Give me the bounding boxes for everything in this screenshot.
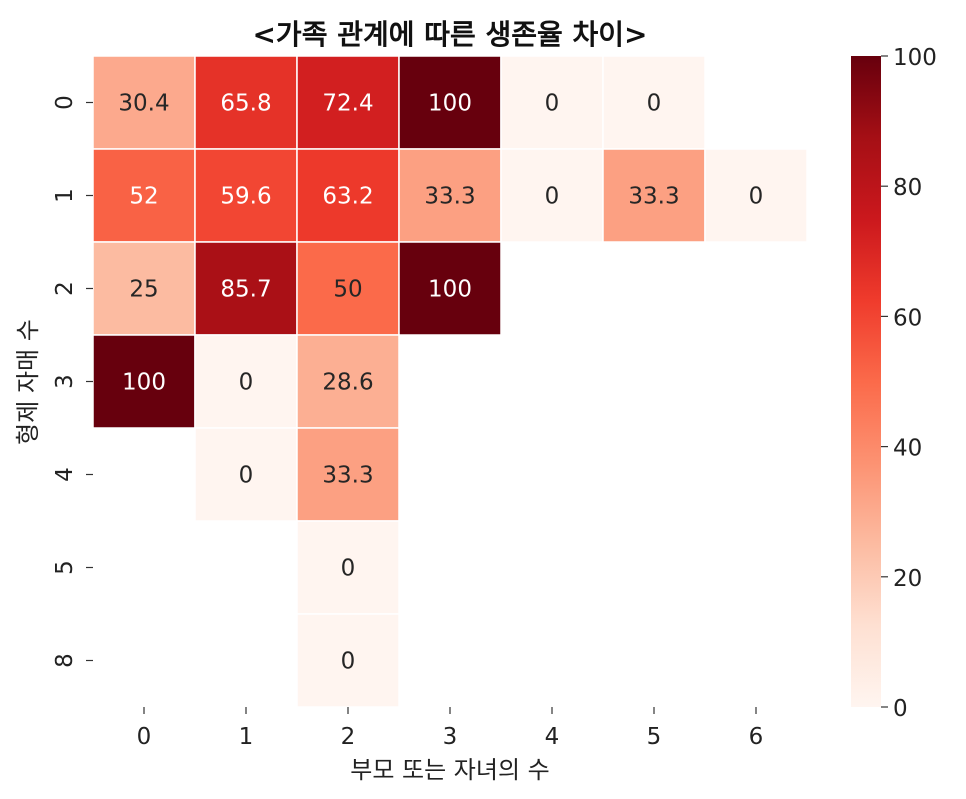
heatmap-cell-r5-c2 <box>296 520 400 615</box>
heatmap-cell-r8-c2 <box>296 613 400 708</box>
y-tick-label: 0 <box>52 95 78 110</box>
heatmap-cell-r0-c2 <box>296 55 400 150</box>
x-axis-label: 부모 또는 자녀의 수 <box>350 756 550 784</box>
chart-title: <가족 관계에 따른 생존율 차이> <box>252 18 647 51</box>
cell-value-label: 25 <box>129 277 158 303</box>
x-axis-ticks: 0 1 2 3 4 5 6 <box>137 707 764 750</box>
cell-value-label: 0 <box>545 184 560 210</box>
cell-value-label: 0 <box>239 463 254 489</box>
x-tick-label: 6 <box>749 724 764 750</box>
x-tick-label: 0 <box>137 724 152 750</box>
cell-value-label: 72.4 <box>322 91 373 117</box>
cell-value-label: 65.8 <box>220 91 271 117</box>
x-tick-label: 2 <box>341 724 356 750</box>
y-tick-label: 2 <box>52 281 78 296</box>
cell-value-label: 50 <box>333 277 362 303</box>
colorbar-tick-label: 20 <box>893 566 922 592</box>
heatmap-cell-r1-c6 <box>704 148 808 243</box>
y-axis-label: 형제 자매 수 <box>14 319 42 445</box>
colorbar-tick-label: 0 <box>893 696 908 722</box>
heatmap-cells: 30.4 65.8 72.4 100 0 0 52 59.6 63.2 33.3 0 33.3 0 25 8… <box>92 55 808 708</box>
x-tick-label: 1 <box>239 724 254 750</box>
cell-value-label: 0 <box>647 91 662 117</box>
heatmap-cell-r3-c1 <box>194 334 298 429</box>
cell-value-label: 28.6 <box>322 370 373 396</box>
cell-value-label: 0 <box>749 184 764 210</box>
cell-value-label: 0 <box>341 556 356 582</box>
y-tick-label: 1 <box>52 188 78 203</box>
cell-value-label: 100 <box>122 370 166 396</box>
cell-value-label: 0 <box>545 91 560 117</box>
heatmap-cell-r1-c5 <box>602 148 706 243</box>
cell-value-label: 0 <box>239 370 254 396</box>
y-tick-label: 5 <box>52 560 78 575</box>
cell-value-label: 63.2 <box>322 184 373 210</box>
y-axis-ticks: 0 1 2 3 4 5 8 <box>52 95 93 668</box>
heatmap-cell-r0-c1 <box>194 55 298 150</box>
cell-value-label: 33.3 <box>628 184 679 210</box>
heatmap-cell-r2-c2 <box>296 241 400 336</box>
heatmap-cell-r2-c3 <box>398 241 502 336</box>
colorbar-tick-label: 60 <box>893 305 922 331</box>
colorbar-tick-label: 80 <box>893 175 922 201</box>
colorbar-tick-label: 40 <box>893 436 922 462</box>
heatmap-cell-r0-c5 <box>602 55 706 150</box>
x-tick-label: 5 <box>647 724 662 750</box>
cell-value-label: 59.6 <box>220 184 271 210</box>
colorbar <box>851 56 881 707</box>
heatmap-cell-r0-c0 <box>92 55 196 150</box>
colorbar-tick-label: 100 <box>893 45 937 71</box>
heatmap-cell-r2-c0 <box>92 241 196 336</box>
cell-value-label: 33.3 <box>322 463 373 489</box>
heatmap-cell-r1-c1 <box>194 148 298 243</box>
heatmap-cell-r3-c2 <box>296 334 400 429</box>
cell-value-label: 33.3 <box>424 184 475 210</box>
y-tick-label: 3 <box>52 374 78 389</box>
cell-value-label: 100 <box>428 91 472 117</box>
x-tick-label: 4 <box>545 724 560 750</box>
heatmap-cell-r4-c2 <box>296 427 400 522</box>
x-tick-label: 3 <box>443 724 458 750</box>
colorbar-ticks: 0 20 40 60 80 100 <box>881 45 937 722</box>
heatmap-cell-r0-c3 <box>398 55 502 150</box>
cell-value-label: 52 <box>129 184 158 210</box>
y-tick-label: 8 <box>52 653 78 668</box>
cell-value-label: 30.4 <box>118 91 169 117</box>
cell-value-label: 85.7 <box>220 277 271 303</box>
cell-value-label: 100 <box>428 277 472 303</box>
heatmap-cell-r1-c3 <box>398 148 502 243</box>
y-tick-label: 4 <box>52 467 78 482</box>
cell-value-label: 0 <box>341 649 356 675</box>
heatmap-cell-r4-c1 <box>194 427 298 522</box>
